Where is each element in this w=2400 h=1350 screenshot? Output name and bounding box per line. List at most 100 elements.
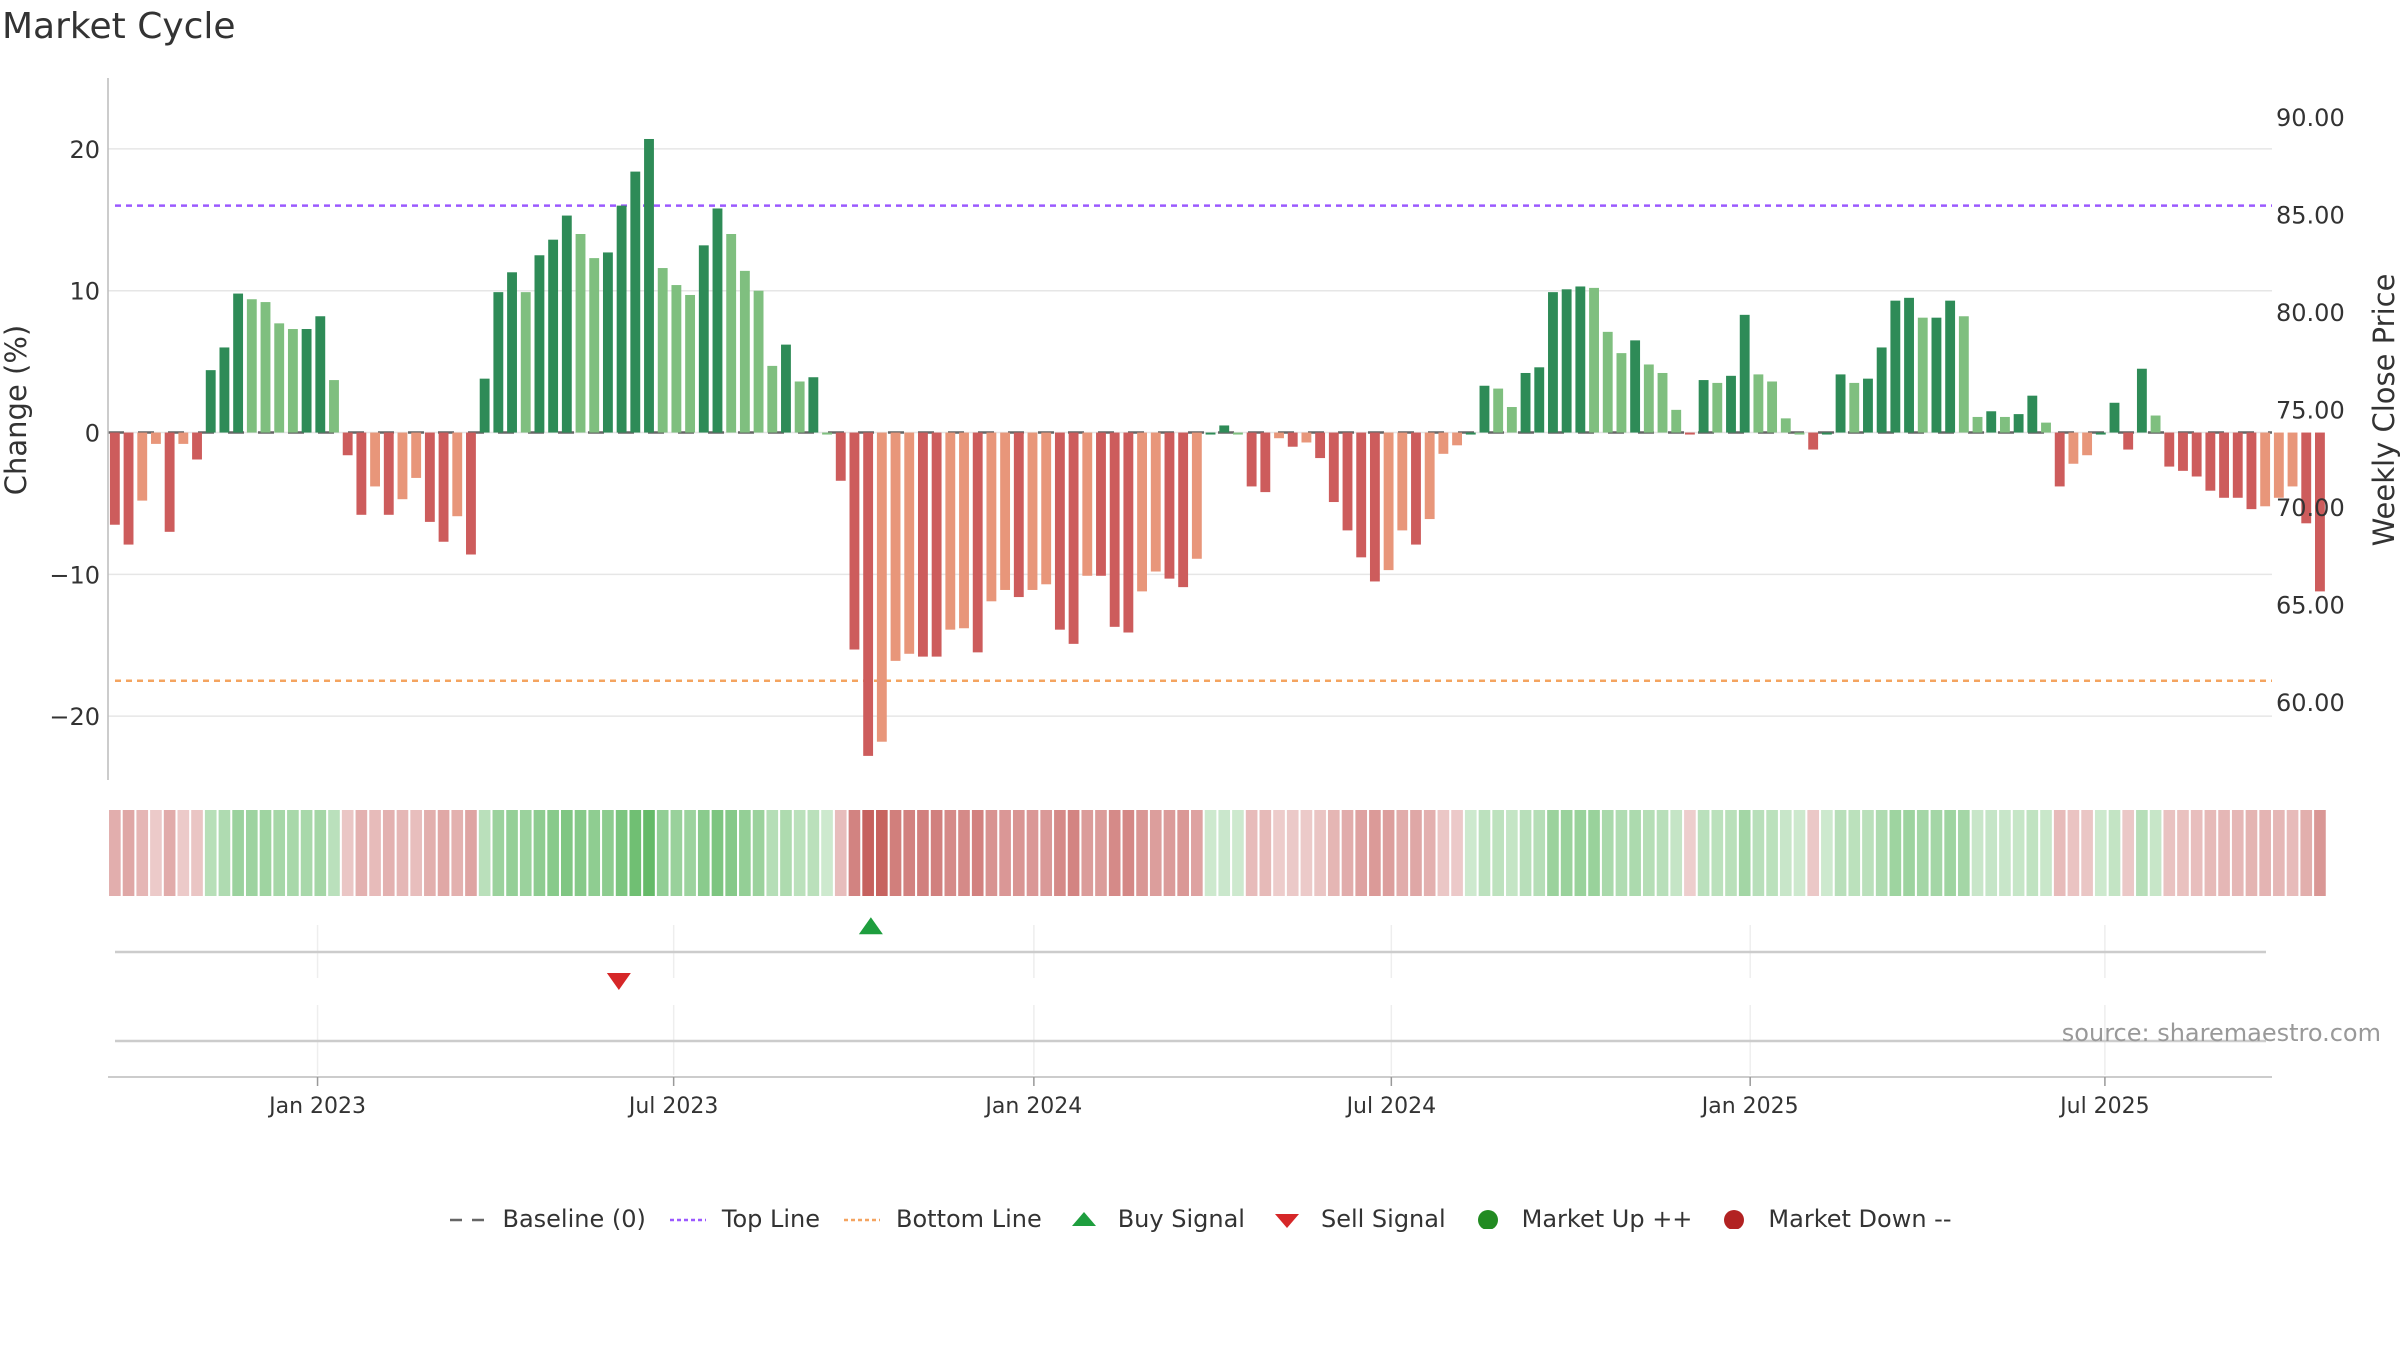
change-bar (383, 432, 394, 515)
change-bar (630, 171, 641, 433)
y2-tick-label: 85.00 (2276, 202, 2345, 230)
heat-cell (163, 810, 176, 896)
legend-market-down-dot-icon (1724, 1210, 1745, 1229)
change-bar (493, 292, 504, 433)
change-bar (356, 432, 367, 515)
legend-label: Sell Signal (1320, 1205, 1446, 1233)
change-bar (233, 293, 244, 433)
heat-cell (2286, 810, 2299, 896)
change-bar (2095, 432, 2106, 435)
change-bar (534, 255, 545, 433)
chart-title: Market Cycle (2, 6, 236, 47)
y2-tick-label: 65.00 (2276, 592, 2345, 620)
heat-strip (109, 810, 2326, 896)
heat-cell (2231, 810, 2244, 896)
change-bar (1109, 432, 1120, 627)
heat-cell (369, 810, 381, 896)
x-tick-label: Jul 2024 (1345, 1094, 1437, 1119)
heat-cell (917, 810, 929, 896)
change-bar (1767, 381, 1778, 433)
heat-cell (1396, 810, 1409, 896)
heat-cell (2108, 810, 2121, 896)
change-bar (1890, 300, 1901, 433)
heat-cell (547, 810, 559, 896)
change-bar (1671, 409, 1682, 433)
change-bar (1506, 407, 1517, 433)
heat-cell (1149, 810, 1162, 896)
heat-cell (1547, 810, 1559, 896)
heat-cell (1122, 810, 1135, 896)
heat-cell (1752, 810, 1765, 896)
heat-cell (1738, 810, 1751, 896)
change-bar (178, 432, 189, 444)
change-bar (205, 370, 216, 433)
legend-buy-triangle-icon (1071, 1212, 1096, 1226)
change-bar (1602, 331, 1613, 433)
heat-cell (424, 810, 436, 896)
change-bar (1863, 378, 1873, 433)
change-bar (2205, 432, 2216, 491)
heat-cell (2314, 810, 2326, 896)
change-bar (1945, 300, 1956, 433)
change-bar (904, 432, 915, 654)
change-bar (520, 292, 531, 433)
heat-cell (1437, 810, 1450, 896)
heat-cell (191, 810, 203, 896)
sell-signal-marker (606, 973, 631, 991)
legend-label: Buy Signal (1117, 1205, 1245, 1233)
heat-cell (1930, 810, 1943, 896)
change-bar (876, 432, 887, 742)
change-bar (959, 432, 969, 629)
heat-cell (1793, 810, 1806, 896)
change-bar (1369, 432, 1380, 582)
heat-cell (259, 810, 272, 896)
heat-cell (2149, 810, 2162, 896)
change-bar (1342, 432, 1353, 531)
x-tick-label: Jul 2023 (627, 1094, 719, 1119)
change-bar (1274, 432, 1284, 439)
change-bar (1999, 416, 2010, 433)
x-tick-label: Jan 2024 (983, 1094, 1082, 1119)
heat-cell (1821, 810, 1833, 896)
legend-item: Baseline (0) (448, 1205, 646, 1233)
heat-cell (2026, 810, 2039, 896)
legend-market-up-dot-icon (1477, 1210, 1498, 1229)
heat-cell (1670, 810, 1683, 896)
legend-label: Market Up ++ (1521, 1205, 1693, 1233)
heat-cell (1410, 810, 1422, 896)
change-bar (1726, 375, 1736, 433)
change-bar (370, 432, 381, 487)
heat-cell (821, 810, 833, 896)
change-bar (1000, 432, 1011, 590)
heat-cell (807, 810, 820, 896)
change-bar (2301, 432, 2312, 524)
change-bar (1328, 432, 1339, 503)
legend-item: Sell Signal (1267, 1205, 1446, 1233)
change-bar (781, 344, 791, 433)
change-bar (1164, 432, 1175, 579)
change-bar (1219, 425, 1230, 433)
change-bar (1575, 286, 1586, 433)
change-bar (1904, 297, 1914, 433)
heat-cell (204, 810, 217, 896)
heat-cell (602, 810, 614, 896)
heat-cell (1464, 810, 1477, 896)
change-bar (507, 272, 517, 433)
change-bar (1630, 340, 1641, 433)
change-bar (1096, 432, 1106, 576)
change-bar (1780, 418, 1791, 433)
heat-cell (1136, 810, 1148, 896)
heat-cell (1615, 810, 1628, 896)
heat-cell (1985, 810, 1998, 896)
axes: 20 10 0 −10 −20 90.00 85.00 80.00 75.00 70.00 65.0… (49, 78, 2345, 1119)
heat-cell (2300, 810, 2313, 896)
heat-cell (1012, 810, 1025, 896)
heat-cell (1177, 810, 1189, 896)
heat-cell (1382, 810, 1395, 896)
change-bar (2041, 422, 2051, 433)
change-bar (1082, 432, 1093, 576)
change-bar (2068, 432, 2079, 464)
heat-cell (971, 810, 984, 896)
change-bar (917, 432, 928, 657)
x-tick-label: Jan 2025 (1700, 1094, 1799, 1119)
